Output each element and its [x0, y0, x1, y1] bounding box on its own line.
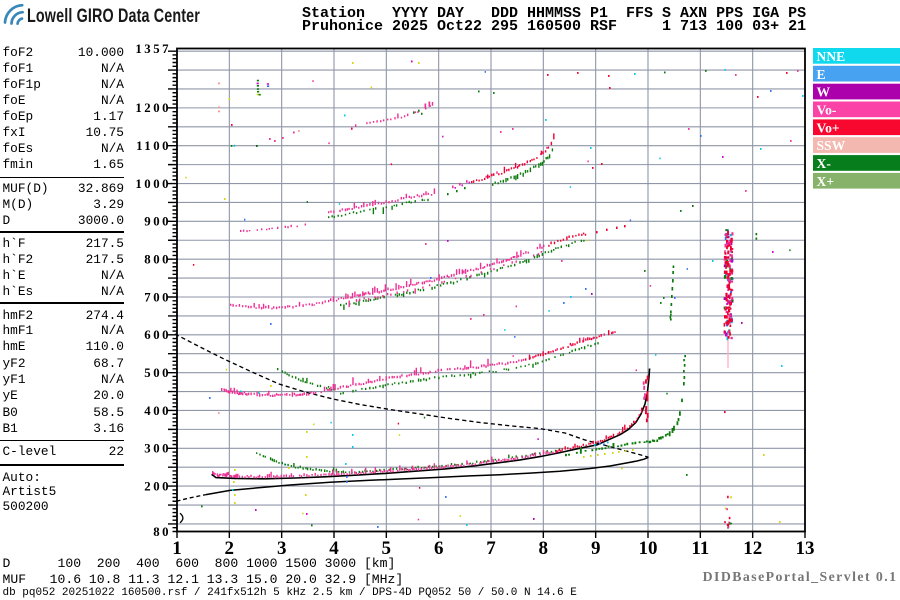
svg-text:3: 3	[277, 538, 287, 559]
svg-text:500: 500	[144, 366, 171, 380]
svg-text:8: 8	[539, 538, 549, 559]
svg-text:X-: X-	[817, 156, 832, 171]
svg-text:7: 7	[486, 538, 496, 559]
svg-text:400: 400	[144, 404, 171, 418]
svg-text:200: 200	[144, 479, 171, 493]
svg-text:6: 6	[434, 538, 444, 559]
svg-text:300: 300	[144, 442, 171, 456]
svg-text:1100: 1100	[136, 139, 171, 153]
svg-text:12: 12	[743, 538, 762, 559]
svg-text:W: W	[817, 85, 831, 100]
svg-text:13: 13	[796, 538, 815, 559]
svg-text:1: 1	[172, 538, 182, 559]
svg-text:NNE: NNE	[817, 49, 846, 64]
svg-text:1200: 1200	[135, 101, 171, 115]
svg-text:Vo+: Vo+	[817, 120, 840, 135]
svg-text:9: 9	[591, 538, 601, 559]
svg-text:Vo-: Vo-	[817, 102, 837, 117]
svg-text:SSW: SSW	[817, 138, 846, 153]
svg-text:80: 80	[153, 525, 171, 539]
svg-text:5: 5	[382, 538, 392, 559]
svg-text:800: 800	[144, 253, 171, 267]
svg-text:2: 2	[225, 538, 235, 559]
svg-text:10: 10	[639, 538, 658, 559]
svg-text:4: 4	[329, 538, 339, 559]
svg-text:1357: 1357	[135, 42, 171, 56]
svg-text:11: 11	[691, 538, 709, 559]
svg-text:600: 600	[144, 328, 171, 342]
svg-text:1000: 1000	[135, 177, 171, 191]
svg-text:E: E	[817, 67, 826, 82]
svg-text:900: 900	[144, 215, 171, 229]
svg-text:700: 700	[144, 290, 171, 304]
svg-text:X+: X+	[817, 174, 835, 189]
